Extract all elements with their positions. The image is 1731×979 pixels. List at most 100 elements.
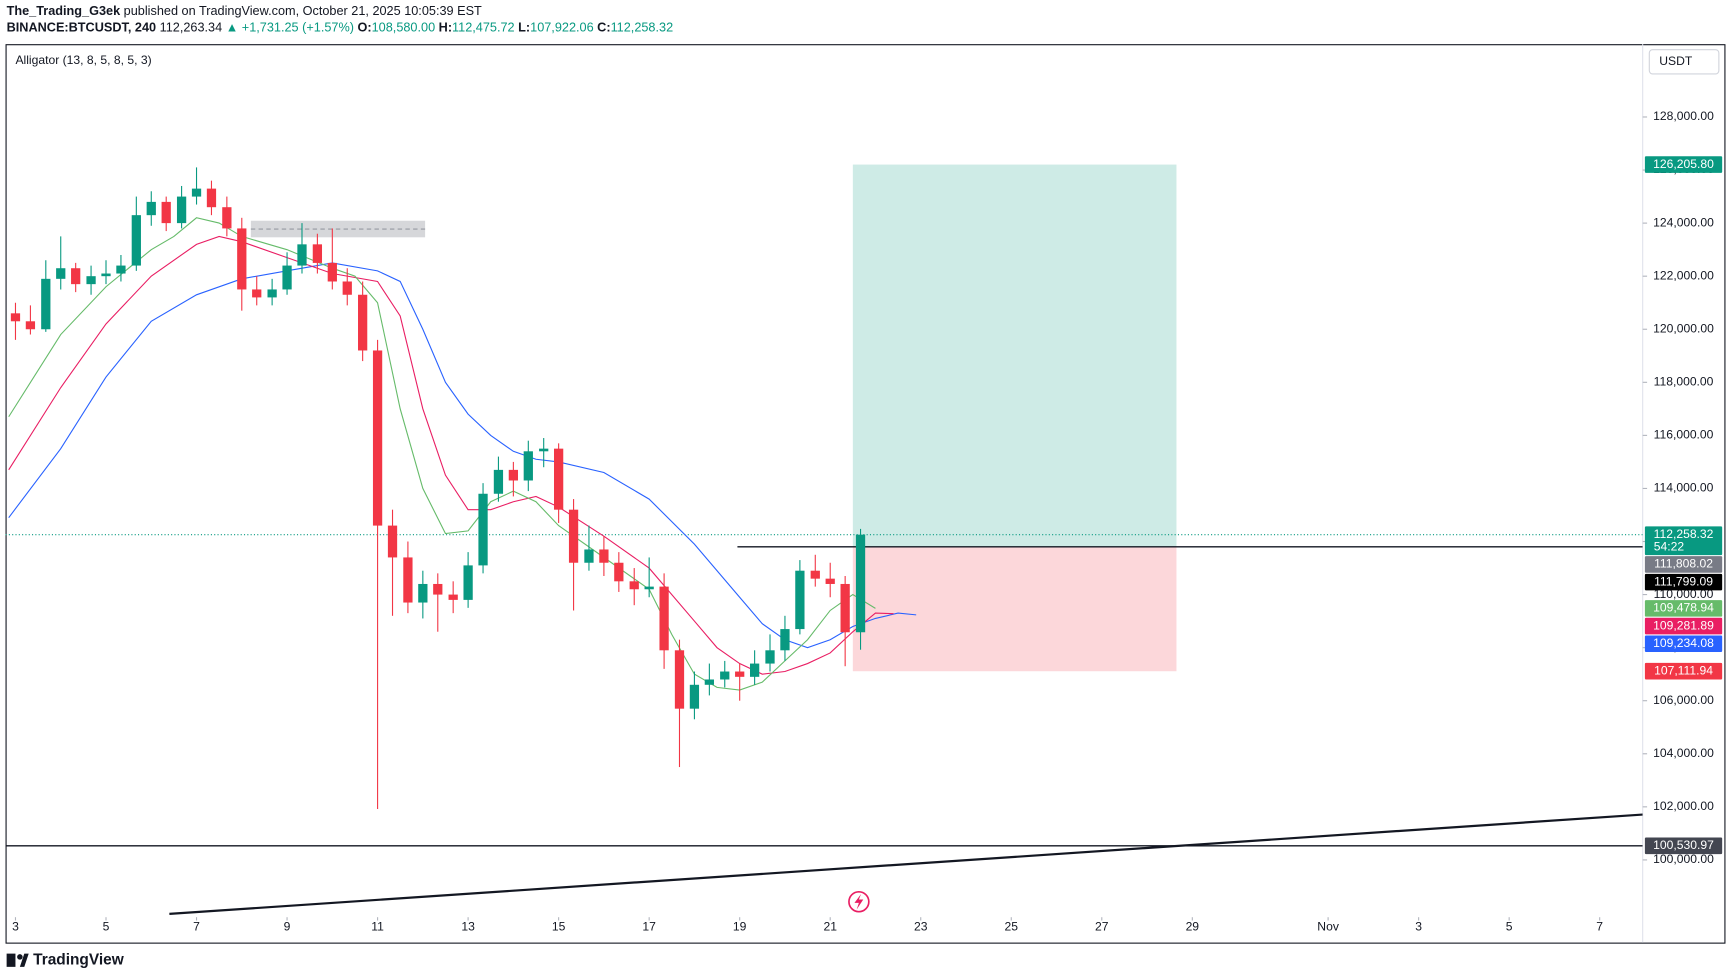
y-tick-label: 124,000.00: [1653, 215, 1714, 229]
author: The_Trading_G3ek: [7, 5, 121, 19]
price: 112,263.34: [160, 21, 223, 35]
price-label: 109,478.94: [1653, 601, 1714, 615]
candle-body: [840, 583, 850, 633]
y-tick-label: 114,000.00: [1654, 481, 1714, 495]
candle-body: [554, 448, 564, 510]
candle-body: [146, 201, 156, 216]
candle-body: [56, 268, 66, 279]
candle-body: [161, 201, 171, 224]
change: ▲ +1,731.25 (+1.57%): [226, 21, 354, 35]
candle-body: [387, 525, 398, 558]
x-tick-label: 11: [371, 919, 384, 933]
x-tick-label: 3: [1415, 919, 1422, 933]
brand: TradingView: [33, 951, 125, 968]
price-label-bg: [1644, 556, 1723, 573]
candle-body: [403, 557, 413, 603]
y-tick-label: 102,000.00: [1653, 799, 1714, 813]
quote-line: BINANCE:BTCUSDT, 240 112,263.34 ▲ +1,731…: [7, 21, 674, 35]
candle-body: [689, 684, 700, 709]
candle-body: [222, 207, 232, 229]
candle-body: [342, 281, 352, 295]
candle-body: [448, 594, 458, 600]
candle-body: [372, 350, 383, 526]
price-label-bg: [1644, 573, 1723, 591]
x-tick-label: 13: [461, 919, 475, 933]
candle-body: [795, 570, 805, 630]
candle-body: [131, 215, 141, 266]
candle-body: [629, 581, 639, 590]
x-tick-label: 7: [193, 919, 200, 933]
price-label-bg: [1644, 635, 1723, 653]
candle-body: [765, 650, 775, 664]
candle-body: [539, 448, 549, 452]
candle-body: [433, 583, 443, 595]
candle-body: [252, 289, 262, 298]
price-label-bg: [1644, 156, 1723, 173]
symbol: BINANCE:BTCUSDT, 240: [7, 21, 156, 35]
x-tick-label: 5: [103, 919, 110, 933]
plot-layer: 100,000.00 102,000.00 104,000.00 106,000.00…: [5, 109, 1723, 933]
x-tick-label: Nov: [1317, 919, 1340, 933]
candle-body: [523, 451, 533, 481]
candle-body: [282, 265, 292, 290]
open: 108,580.00: [372, 21, 436, 35]
indicator-legend: Alligator (13, 8, 5, 8, 5, 3): [15, 53, 151, 67]
candle-body: [508, 469, 519, 481]
candle-body: [176, 196, 187, 224]
y-tick-label: 128,000.00: [1653, 109, 1714, 123]
currency: USDT: [1659, 54, 1693, 68]
price-label: 112,258.32: [1654, 527, 1714, 541]
x-tick-label: 29: [1186, 919, 1200, 933]
candle-body: [10, 313, 21, 322]
x-tick-label: 25: [1005, 919, 1019, 933]
flash-icon: [848, 890, 870, 913]
price-label: 126,205.80: [1653, 157, 1714, 171]
candle-body: [825, 578, 835, 584]
candle-body: [493, 469, 504, 494]
y-tick-label: 100,000.00: [1653, 852, 1714, 866]
candle-body: [101, 273, 111, 277]
price-label: 111,808.02: [1654, 557, 1713, 571]
candle-body: [614, 562, 624, 582]
published: published on TradingView.com, October 21…: [124, 5, 482, 19]
candle-body: [191, 188, 202, 197]
y-tick-label: 122,000.00: [1653, 268, 1714, 282]
y-tick-label: 104,000.00: [1653, 746, 1714, 760]
price-label: 109,281.89: [1653, 618, 1714, 632]
candle-body: [749, 663, 760, 677]
tv-logo: [6, 953, 29, 967]
candle-body: [312, 244, 323, 263]
candle-body: [418, 583, 428, 603]
y-tick-label: 106,000.00: [1653, 693, 1714, 707]
chart-frame: [5, 44, 1726, 944]
candle-body: [478, 493, 488, 566]
candle-body: [358, 294, 368, 351]
currency-box[interactable]: [1648, 49, 1720, 75]
candle-body: [568, 509, 579, 563]
y-tick-label: 116,000.00: [1654, 428, 1714, 442]
x-tick-label: 3: [12, 919, 19, 933]
price-label: 100,530.97: [1653, 838, 1714, 852]
header-line: The_Trading_G3ek published on TradingVie…: [7, 5, 482, 19]
x-tick-label: 15: [552, 919, 566, 933]
c-label: C:: [597, 21, 610, 35]
low: 107,922.06: [530, 21, 594, 35]
candle-body: [297, 244, 307, 266]
candle-body: [206, 188, 217, 208]
price-label-bg: [1644, 617, 1723, 635]
candle-body: [735, 671, 745, 677]
candle-body: [855, 534, 866, 633]
x-tick-label: 9: [284, 919, 291, 933]
candle-body: [116, 265, 126, 274]
x-tick-label: 5: [1506, 919, 1513, 933]
candle-body: [704, 679, 714, 685]
o-label: O:: [358, 21, 372, 35]
h-label: H:: [439, 21, 452, 35]
x-tick-label: 17: [642, 919, 656, 933]
alligator-line: [8, 262, 917, 649]
x-tick-label: 19: [733, 919, 747, 933]
candle-body: [674, 650, 685, 709]
candle-body: [267, 289, 277, 298]
